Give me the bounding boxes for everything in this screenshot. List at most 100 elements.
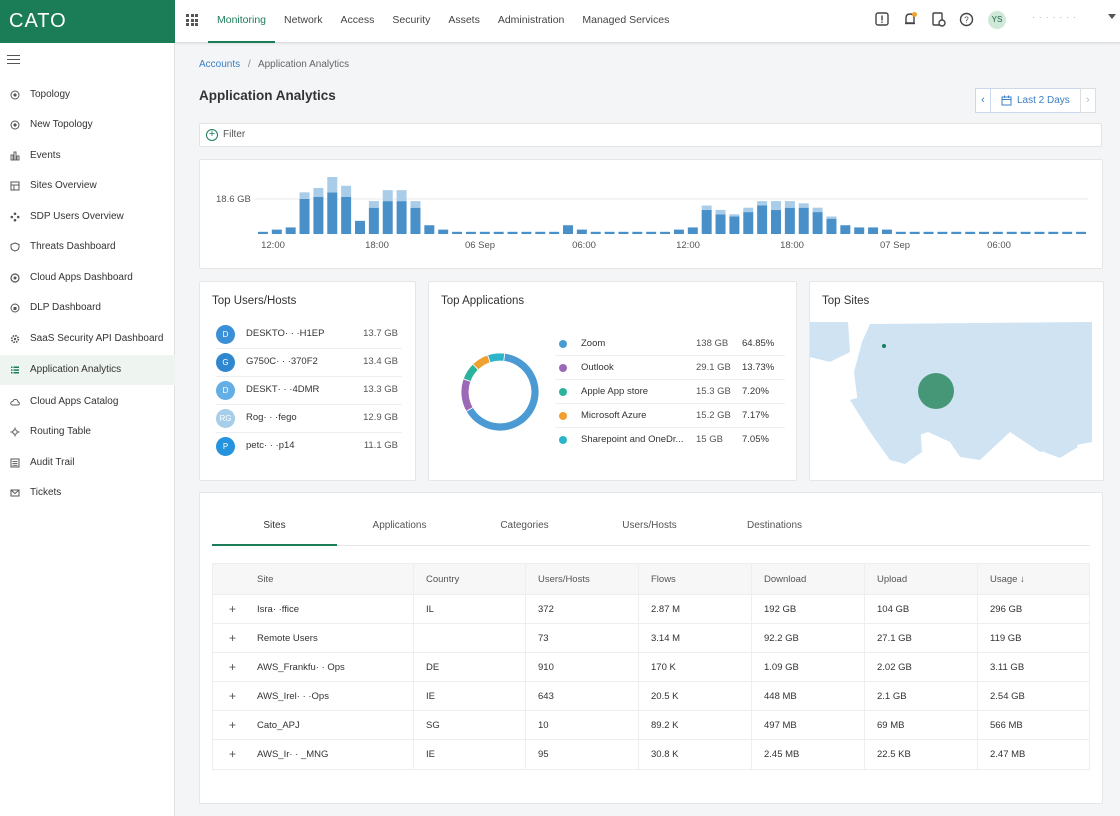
sidebar-item-cloud-apps-dashboard[interactable]: Cloud Apps Dashboard <box>0 263 175 293</box>
bar-upload[interactable] <box>368 201 379 208</box>
sidebar-item-sdp-users-overview[interactable]: SDP Users Overview <box>0 202 175 232</box>
sidebar-item-application-analytics[interactable]: Application Analytics <box>0 355 175 385</box>
table-row[interactable]: + AWS_Frankfu· · Ops DE 910 170 K 1.09 GB 2.02… <box>213 653 1089 682</box>
sidebar-item-sites-overview[interactable]: Sites Overview <box>0 171 175 201</box>
bar-download[interactable] <box>937 231 948 234</box>
bar-upload[interactable] <box>771 201 781 210</box>
bar-download[interactable] <box>618 231 629 234</box>
tab-sites[interactable]: Sites <box>212 509 337 546</box>
bell-icon[interactable] <box>902 11 919 28</box>
bar-download[interactable] <box>909 231 920 234</box>
bar-download[interactable] <box>590 231 601 234</box>
bar-download[interactable] <box>327 192 338 234</box>
table-row[interactable]: + AWS_Irel· · ·Ops IE 643 20.5 K 448 MB 2.1 GB… <box>213 682 1089 711</box>
nav-access[interactable]: Access <box>340 14 375 26</box>
bar-download[interactable] <box>646 231 657 234</box>
app-row[interactable]: Microsoft Azure 15.2 GB 7.17% <box>555 404 785 428</box>
bar-download[interactable] <box>895 231 906 234</box>
bar-download[interactable] <box>576 229 587 234</box>
user-row[interactable]: P petc· · ·p14 11.1 GB <box>216 433 402 461</box>
sidebar-item-new-topology[interactable]: New Topology <box>0 110 175 140</box>
bar-download[interactable] <box>313 196 324 234</box>
bar-download[interactable] <box>854 227 865 234</box>
bar-download[interactable] <box>1006 231 1017 234</box>
bar-upload[interactable] <box>715 209 726 215</box>
app-row[interactable]: Zoom 138 GB 64.85% <box>555 332 785 356</box>
bar-download[interactable] <box>881 229 892 234</box>
expand-row-icon[interactable]: + <box>229 631 237 645</box>
column-header-download[interactable]: Download <box>751 564 864 594</box>
table-row[interactable]: + Isra· ·ffice IL 372 2.87 M 192 GB 104 GB 296 … <box>213 595 1089 624</box>
bar-upload[interactable] <box>826 216 837 219</box>
bar-upload[interactable] <box>382 190 393 202</box>
help-icon[interactable]: ? <box>958 11 975 28</box>
bar-download[interactable] <box>1048 231 1059 234</box>
bar-upload[interactable] <box>327 177 338 193</box>
tab-categories[interactable]: Categories <box>500 520 549 531</box>
nav-monitoring[interactable]: Monitoring <box>208 0 276 43</box>
bar-download[interactable] <box>299 198 310 234</box>
column-header-flows[interactable]: Flows <box>638 564 751 594</box>
site-marker-large[interactable] <box>918 373 954 409</box>
bar-download[interactable] <box>493 231 504 234</box>
app-grid-icon[interactable] <box>186 14 198 26</box>
table-row[interactable]: + Cato_APJ SG 10 89.2 K 497 MB 69 MB 566 MB <box>213 711 1089 740</box>
tab-destinations[interactable]: Destinations <box>746 520 803 531</box>
bar-upload[interactable] <box>341 185 352 197</box>
bar-download[interactable] <box>743 212 754 234</box>
nav-administration[interactable]: Administration <box>497 14 565 26</box>
bar-download[interactable] <box>257 231 268 234</box>
sidebar-item-tickets[interactable]: Tickets <box>0 478 175 508</box>
bar-upload[interactable] <box>812 207 823 213</box>
expand-row-icon[interactable]: + <box>229 660 237 674</box>
app-row[interactable]: Outlook 29.1 GB 13.73% <box>555 356 785 380</box>
column-header-usage[interactable]: Usage ↓ <box>977 564 1090 594</box>
bar-download[interactable] <box>1020 231 1031 234</box>
bar-download[interactable] <box>452 231 463 234</box>
bar-download[interactable] <box>410 207 421 234</box>
bar-download[interactable] <box>812 212 823 234</box>
bar-download[interactable] <box>951 231 962 234</box>
bar-download[interactable] <box>424 225 435 234</box>
user-row[interactable]: D DESKTO· · ·H1EP 13.7 GB <box>216 321 402 349</box>
bar-download[interactable] <box>632 231 643 234</box>
bar-download[interactable] <box>715 214 726 234</box>
donut-slice[interactable] <box>487 352 506 364</box>
bar-download[interactable] <box>521 231 532 234</box>
sidebar-item-topology[interactable]: Topology <box>0 80 175 110</box>
breadcrumb-accounts[interactable]: Accounts <box>199 59 241 70</box>
sidebar-item-audit-trail[interactable]: Audit Trail <box>0 448 175 478</box>
bar-upload[interactable] <box>410 201 421 208</box>
bar-upload[interactable] <box>798 203 809 208</box>
bar-upload[interactable] <box>757 201 768 206</box>
bar-download[interactable] <box>368 207 379 234</box>
filter-bar[interactable]: + Filter <box>199 123 1102 147</box>
bar-download[interactable] <box>1062 231 1073 234</box>
clipboard-settings-icon[interactable] <box>930 11 947 28</box>
column-header-users-hosts[interactable]: Users/Hosts <box>525 564 638 594</box>
bar-download[interactable] <box>549 231 560 234</box>
user-row[interactable]: D DESKT· · ·4DMR 13.3 GB <box>216 377 402 405</box>
date-prev-button[interactable]: ‹ <box>975 88 991 113</box>
expand-row-icon[interactable]: + <box>229 602 237 616</box>
bar-download[interactable] <box>757 205 768 235</box>
bar-download[interactable] <box>438 229 449 234</box>
user-row[interactable]: RG Rog· · ·fego 12.9 GB <box>216 405 402 433</box>
bar-download[interactable] <box>784 207 795 234</box>
column-header-upload[interactable]: Upload <box>864 564 977 594</box>
expand-row-icon[interactable]: + <box>229 747 237 761</box>
bar-download[interactable] <box>771 209 781 234</box>
site-marker-small[interactable] <box>882 344 886 348</box>
nav-security[interactable]: Security <box>392 14 431 26</box>
bar-download[interactable] <box>563 225 573 234</box>
bar-download[interactable] <box>479 231 490 234</box>
bar-download[interactable] <box>341 196 352 234</box>
sidebar-item-events[interactable]: Events <box>0 141 175 171</box>
bar-upload[interactable] <box>743 207 754 213</box>
bar-upload[interactable] <box>784 201 795 208</box>
nav-managed-services[interactable]: Managed Services <box>582 14 670 26</box>
bar-upload[interactable] <box>299 192 310 199</box>
table-row[interactable]: + Remote Users 73 3.14 M 92.2 GB 27.1 GB 119 G… <box>213 624 1089 653</box>
expand-row-icon[interactable]: + <box>229 689 237 703</box>
date-next-button[interactable]: › <box>1079 88 1096 113</box>
